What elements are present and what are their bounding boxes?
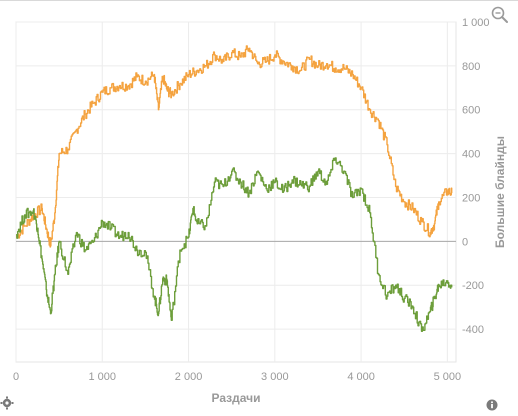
x-tick-label: 3 000 — [261, 371, 289, 383]
y-tick-label: -200 — [462, 280, 484, 292]
x-axis-ticks: 0 1 000 2 000 3 000 4 000 5 000 — [13, 371, 461, 383]
y-axis-ticks: -400 -200 0 200 400 600 800 1 000 — [462, 17, 490, 336]
x-tick-label: 1 000 — [89, 371, 117, 383]
x-tick-label: 4 000 — [347, 371, 375, 383]
y-tick-label: -400 — [462, 324, 484, 336]
x-tick-label: 0 — [13, 371, 19, 383]
y-tick-label: 0 — [462, 236, 468, 248]
plot-area — [15, 21, 457, 363]
y-tick-label: 600 — [462, 105, 480, 117]
y-axis-label: Большие блайнды — [493, 136, 507, 248]
x-tick-label: 2 000 — [175, 371, 203, 383]
top-border — [0, 0, 518, 1]
series-line-1 — [16, 45, 453, 248]
y-tick-label: 200 — [462, 192, 480, 204]
gear-icon[interactable] — [0, 396, 14, 410]
zoom-icon[interactable] — [490, 5, 510, 25]
x-tick-label: 5 000 — [434, 371, 462, 383]
info-icon[interactable] — [486, 398, 498, 411]
series-line-2 — [16, 157, 453, 332]
y-tick-label: 800 — [462, 61, 480, 73]
x-axis-label: Раздачи — [212, 391, 261, 405]
y-tick-label: 400 — [462, 149, 480, 161]
series-lines — [16, 45, 453, 332]
y-tick-label: 1 000 — [462, 17, 490, 29]
